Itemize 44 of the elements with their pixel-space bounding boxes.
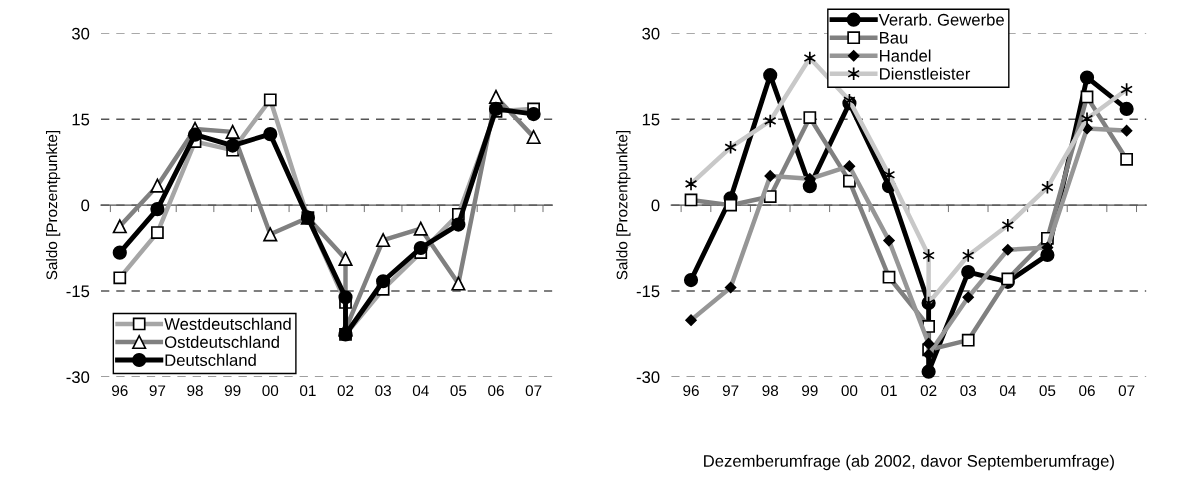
x-tick-label: 04 <box>412 385 429 397</box>
y-tick-label: 15 <box>642 113 660 126</box>
x-tick-label: 97 <box>722 385 739 397</box>
legend-label: Ostdeutschland <box>164 335 279 348</box>
x-tick-label: 07 <box>1118 385 1135 397</box>
x-tick-label: 99 <box>224 385 241 397</box>
x-tick-label: 98 <box>187 385 203 397</box>
x-tick-label: 05 <box>450 385 467 397</box>
y-tick-label: 15 <box>72 113 90 126</box>
y-tick-label: -15 <box>66 285 90 298</box>
y-tick-label: 0 <box>651 199 660 212</box>
legend-label: Verarb. Gewerbe <box>878 13 1004 26</box>
x-tick-label: 99 <box>802 385 818 397</box>
legend-label: Deutschland <box>165 353 256 367</box>
x-tick-label: 00 <box>262 385 279 397</box>
x-tick-label: 03 <box>375 385 391 397</box>
x-tick-label: 07 <box>525 385 542 397</box>
x-tick-label: 96 <box>683 385 699 397</box>
y-tick-label: 0 <box>81 199 90 212</box>
y-tick-label: 30 <box>642 27 660 40</box>
y-tick-label: 30 <box>71 27 90 40</box>
y-tick-label: -30 <box>66 371 90 384</box>
x-tick-label: 01 <box>881 385 897 397</box>
x-tick-label: 06 <box>488 385 504 397</box>
x-tick-label: 01 <box>299 385 316 397</box>
y-tick-label: -15 <box>636 285 660 298</box>
x-tick-label: 05 <box>1039 385 1056 397</box>
legend-label: Handel <box>880 49 931 62</box>
x-axis-title: Dezemberumfrage (ab 2002, davor Septemberumfrage) <box>704 454 1114 471</box>
y-tick-label: -30 <box>636 371 660 384</box>
x-tick-label: 96 <box>112 385 128 397</box>
y-axis-title: Saldo [Prozentpunkte] <box>45 131 61 280</box>
x-tick-label: 04 <box>999 385 1016 397</box>
x-tick-label: 02 <box>337 385 354 397</box>
x-tick-label: 97 <box>149 385 166 397</box>
x-tick-label: 03 <box>960 385 977 397</box>
x-tick-label: 06 <box>1079 385 1095 397</box>
legend-label: Dienstleister <box>880 67 971 80</box>
y-axis-title: Saldo [Prozentpunkte] <box>616 131 631 280</box>
x-tick-label: 98 <box>762 385 779 397</box>
legend-label: Westdeutschland <box>164 317 291 330</box>
x-tick-label: 02 <box>920 385 937 397</box>
legend-label: Bau <box>880 32 908 44</box>
x-tick-label: 00 <box>841 385 858 397</box>
